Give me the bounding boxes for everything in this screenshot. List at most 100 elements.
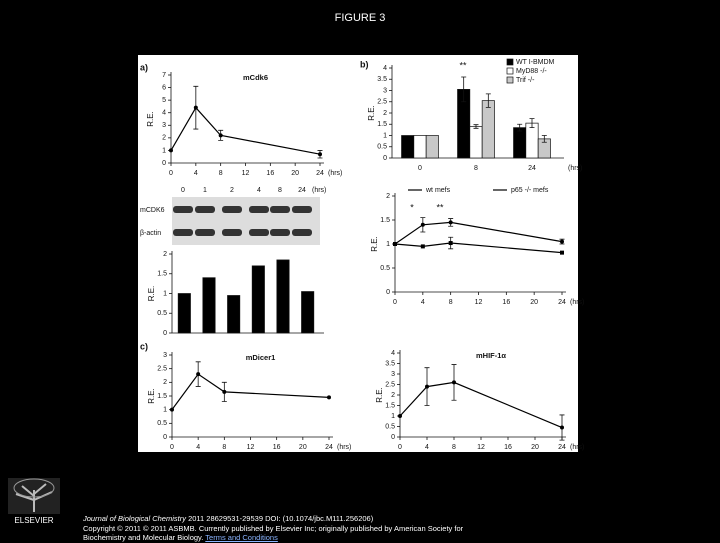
y-tick-label: 3: [163, 352, 167, 359]
x-tick-label: 16: [273, 444, 281, 451]
bar: [251, 265, 265, 334]
slide-title: FIGURE 3: [335, 12, 386, 24]
elsevier-logo: [8, 478, 60, 514]
chart-title: mDicer1: [246, 353, 276, 362]
point: [218, 133, 223, 138]
band: [292, 206, 312, 213]
bar: [301, 291, 315, 334]
band: [249, 206, 269, 213]
y-tick-label: 0.5: [385, 423, 395, 430]
y-tick-label: 2.5: [377, 99, 387, 106]
annotation: *: [410, 202, 414, 212]
y-axis-label: R.E.: [147, 388, 156, 404]
error-bar: [473, 124, 479, 129]
x-tick-label: 4: [421, 299, 425, 306]
x-tick-label: 8: [219, 170, 223, 177]
copyright: Copyright © 2011 © 2011 ASBMB. Currently…: [83, 523, 464, 543]
x-tick-label: 20: [299, 444, 307, 451]
y-tick-label: 1.5: [377, 121, 387, 128]
legend-label: MyD88 -/-: [516, 68, 547, 75]
bar: [276, 259, 290, 334]
blot-frame: [172, 197, 320, 245]
x-tick-label: 0: [169, 170, 173, 177]
annotation: **: [459, 60, 467, 70]
y-tick-label: 2.5: [157, 366, 167, 373]
point: [318, 152, 322, 157]
bar: [202, 277, 216, 334]
point: [222, 389, 227, 394]
y-tick-label: 5: [162, 97, 166, 104]
y-tick-label: 3: [383, 87, 387, 94]
figure-area: [138, 55, 578, 452]
point: [560, 425, 564, 430]
lane-label: 2: [230, 187, 234, 194]
point: [420, 222, 425, 227]
band: [195, 206, 215, 213]
point: [560, 250, 564, 255]
line: [399, 381, 563, 429]
y-tick-label: 0.5: [380, 265, 390, 272]
line: [171, 373, 330, 411]
y-tick-label: 2: [386, 193, 390, 200]
citation: 2011 28629531-29539 DOI: (10.1074/jbc.M1…: [188, 514, 374, 523]
lane-label: 8: [278, 187, 282, 194]
point: [327, 395, 331, 400]
x-tick-label: 0: [418, 165, 422, 172]
x-tick-label: 0: [398, 444, 402, 451]
point: [452, 380, 456, 385]
point: [196, 372, 201, 377]
y-tick-label: 1: [383, 132, 387, 139]
y-tick-label: 1.5: [157, 393, 167, 400]
x-tick-label: 12: [477, 444, 485, 451]
legend-label: wt mefs: [425, 187, 451, 194]
y-axis-label: R.E.: [375, 387, 384, 403]
lane-label: 0: [181, 187, 185, 194]
bar: [177, 293, 191, 334]
point: [193, 105, 198, 110]
lane-unit: (hrs): [312, 187, 326, 194]
x-tick-label: 12: [247, 444, 255, 451]
y-tick-label: 2: [162, 135, 166, 142]
band: [270, 229, 290, 236]
legend-swatch: [506, 58, 514, 66]
y-tick-label: 4: [162, 110, 166, 117]
band: [173, 206, 193, 213]
legend-swatch: [506, 67, 514, 75]
y-tick-label: 2: [383, 110, 387, 117]
x-tick-label: 20: [531, 444, 539, 451]
bar: [469, 126, 483, 159]
error-bar: [517, 123, 523, 132]
x-tick-label: 12: [475, 299, 483, 306]
y-axis-label: R.E.: [146, 111, 155, 127]
x-tick-label: 8: [449, 299, 453, 306]
footer: Journal of Biological Chemistry 2011 286…: [83, 514, 503, 543]
band: [222, 206, 242, 213]
x-tick-label: 24: [325, 444, 333, 451]
y-tick-label: 1: [391, 413, 395, 420]
y-tick-label: 4: [383, 65, 387, 72]
line: [394, 242, 563, 254]
y-tick-label: 0: [383, 155, 387, 162]
band: [222, 229, 242, 236]
error-bar: [529, 118, 535, 129]
y-tick-label: 2: [163, 379, 167, 386]
x-tick-label: 24: [558, 444, 566, 451]
x-axis-label: (hrs): [337, 444, 351, 451]
y-tick-label: 1.5: [385, 402, 395, 409]
band: [173, 229, 193, 236]
panel-label: c): [140, 341, 148, 351]
point: [398, 414, 402, 418]
terms-link[interactable]: Terms and Conditions: [205, 533, 278, 542]
annotation: **: [436, 202, 444, 212]
x-tick-label: 0: [393, 299, 397, 306]
blot-row-label: mCDK6: [140, 207, 165, 214]
x-tick-label: 24: [558, 299, 566, 306]
legend-label: Trif -/-: [516, 77, 535, 84]
x-tick-label: 20: [291, 170, 299, 177]
x-tick-label: 4: [425, 444, 429, 451]
lane-label: 24: [298, 187, 306, 194]
x-axis-label: (hrs): [568, 165, 582, 172]
lane-label: 1: [203, 187, 207, 194]
